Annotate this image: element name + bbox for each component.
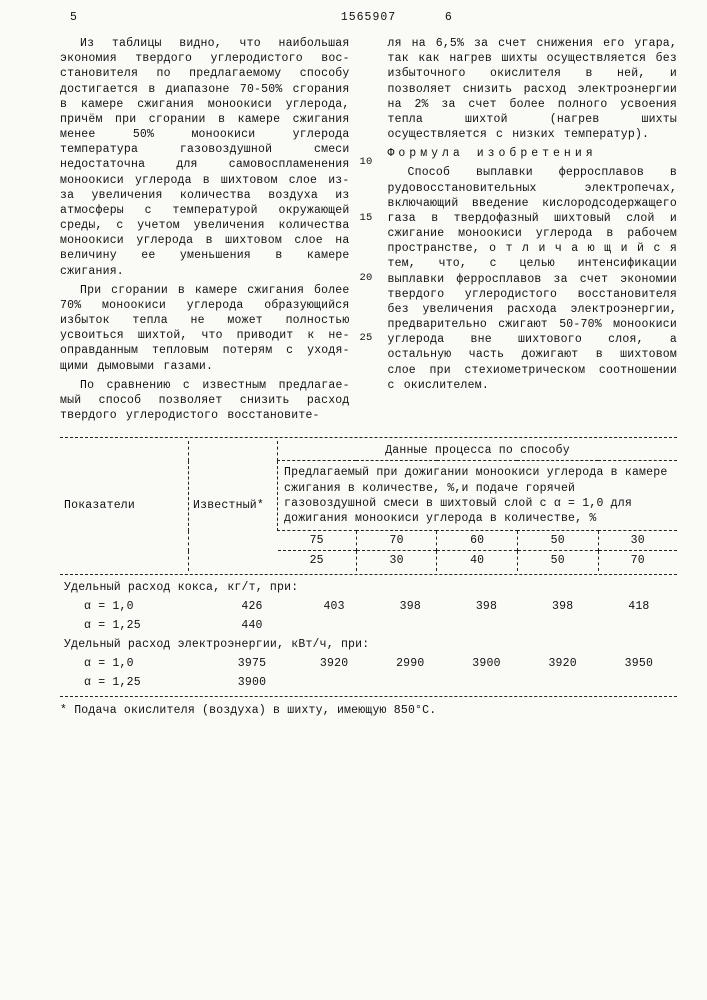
row-coke-label: Удельный рас­ход кокса, кг/т, при: xyxy=(60,578,677,597)
coke-10-izv: 426 xyxy=(208,597,296,616)
pct-top-1: 70 xyxy=(356,531,437,551)
pct-bot-3: 50 xyxy=(517,551,598,571)
page-header: 5 1565907 6 xyxy=(60,10,677,30)
left-para-3: По сравнению с известным предлагае­мый с… xyxy=(60,378,350,424)
left-para-2: При сгорании в камере сжигания бо­лее 70… xyxy=(60,283,350,374)
alpha-1-25-b: α = 1,25 xyxy=(60,673,208,692)
alpha-1-0-b: α = 1,0 xyxy=(60,654,208,673)
right-column: ля на 6,5% за счет снижения его уга­ра, … xyxy=(388,36,678,427)
line-num-20: 20 xyxy=(360,272,373,286)
table-footnote: * Подача окислителя (воздуха) в шихту, и… xyxy=(60,703,677,718)
table-top-span: Данные процесса по способу xyxy=(278,441,678,461)
en-10-2: 3900 xyxy=(448,654,524,673)
page-num-left: 5 xyxy=(70,10,77,25)
col-header-proposed: Предлагаемый при дожигании моноокиси угл… xyxy=(278,461,678,531)
data-table: Показатели Известный* Данные процесса по… xyxy=(60,437,677,717)
pct-bot-4: 70 xyxy=(598,551,677,571)
col-header-known: Известный* xyxy=(189,441,278,570)
pct-top-2: 60 xyxy=(437,531,518,551)
two-column-body: Из таблицы видно, что наибольшая экономи… xyxy=(60,36,677,427)
pct-top-3: 50 xyxy=(517,531,598,551)
right-para-2: Способ выплавки ферросплавов в рудовосст… xyxy=(388,165,678,393)
coke-10-0: 403 xyxy=(296,597,372,616)
en-10-4: 3950 xyxy=(601,654,677,673)
pct-bot-1: 30 xyxy=(356,551,437,571)
formula-heading: Формула изобретения xyxy=(388,146,678,161)
pct-bot-2: 40 xyxy=(437,551,518,571)
alpha-1-0: α = 1,0 xyxy=(60,597,208,616)
coke-125-izv: 440 xyxy=(208,616,296,635)
left-column: Из таблицы видно, что наибольшая экономи… xyxy=(60,36,350,427)
line-num-25: 25 xyxy=(360,332,373,346)
row-energy-label: Удельный рас­ход электро­энергии, кВт/ч,… xyxy=(60,635,677,654)
en-10-izv: 3975 xyxy=(208,654,296,673)
line-num-10: 10 xyxy=(360,156,373,170)
page-num-right: 6 xyxy=(445,10,452,25)
pct-bot-0: 25 xyxy=(278,551,357,571)
document-number: 1565907 xyxy=(341,10,396,25)
en-10-0: 3920 xyxy=(296,654,372,673)
coke-10-2: 398 xyxy=(448,597,524,616)
alpha-1-25: α = 1,25 xyxy=(60,616,208,635)
coke-10-3: 398 xyxy=(525,597,601,616)
coke-10-4: 418 xyxy=(601,597,677,616)
left-para-1: Из таблицы видно, что наибольшая экономи… xyxy=(60,36,350,279)
pct-top-0: 75 xyxy=(278,531,357,551)
coke-10-1: 398 xyxy=(372,597,448,616)
en-10-1: 2990 xyxy=(372,654,448,673)
line-number-gutter: 10 15 20 25 xyxy=(360,36,378,427)
en-10-3: 3920 xyxy=(525,654,601,673)
en-125-izv: 3900 xyxy=(208,673,296,692)
line-num-15: 15 xyxy=(360,212,373,226)
right-para-1: ля на 6,5% за счет снижения его уга­ра, … xyxy=(388,36,678,142)
col-header-indicators: Показатели xyxy=(60,441,189,570)
pct-top-4: 30 xyxy=(598,531,677,551)
